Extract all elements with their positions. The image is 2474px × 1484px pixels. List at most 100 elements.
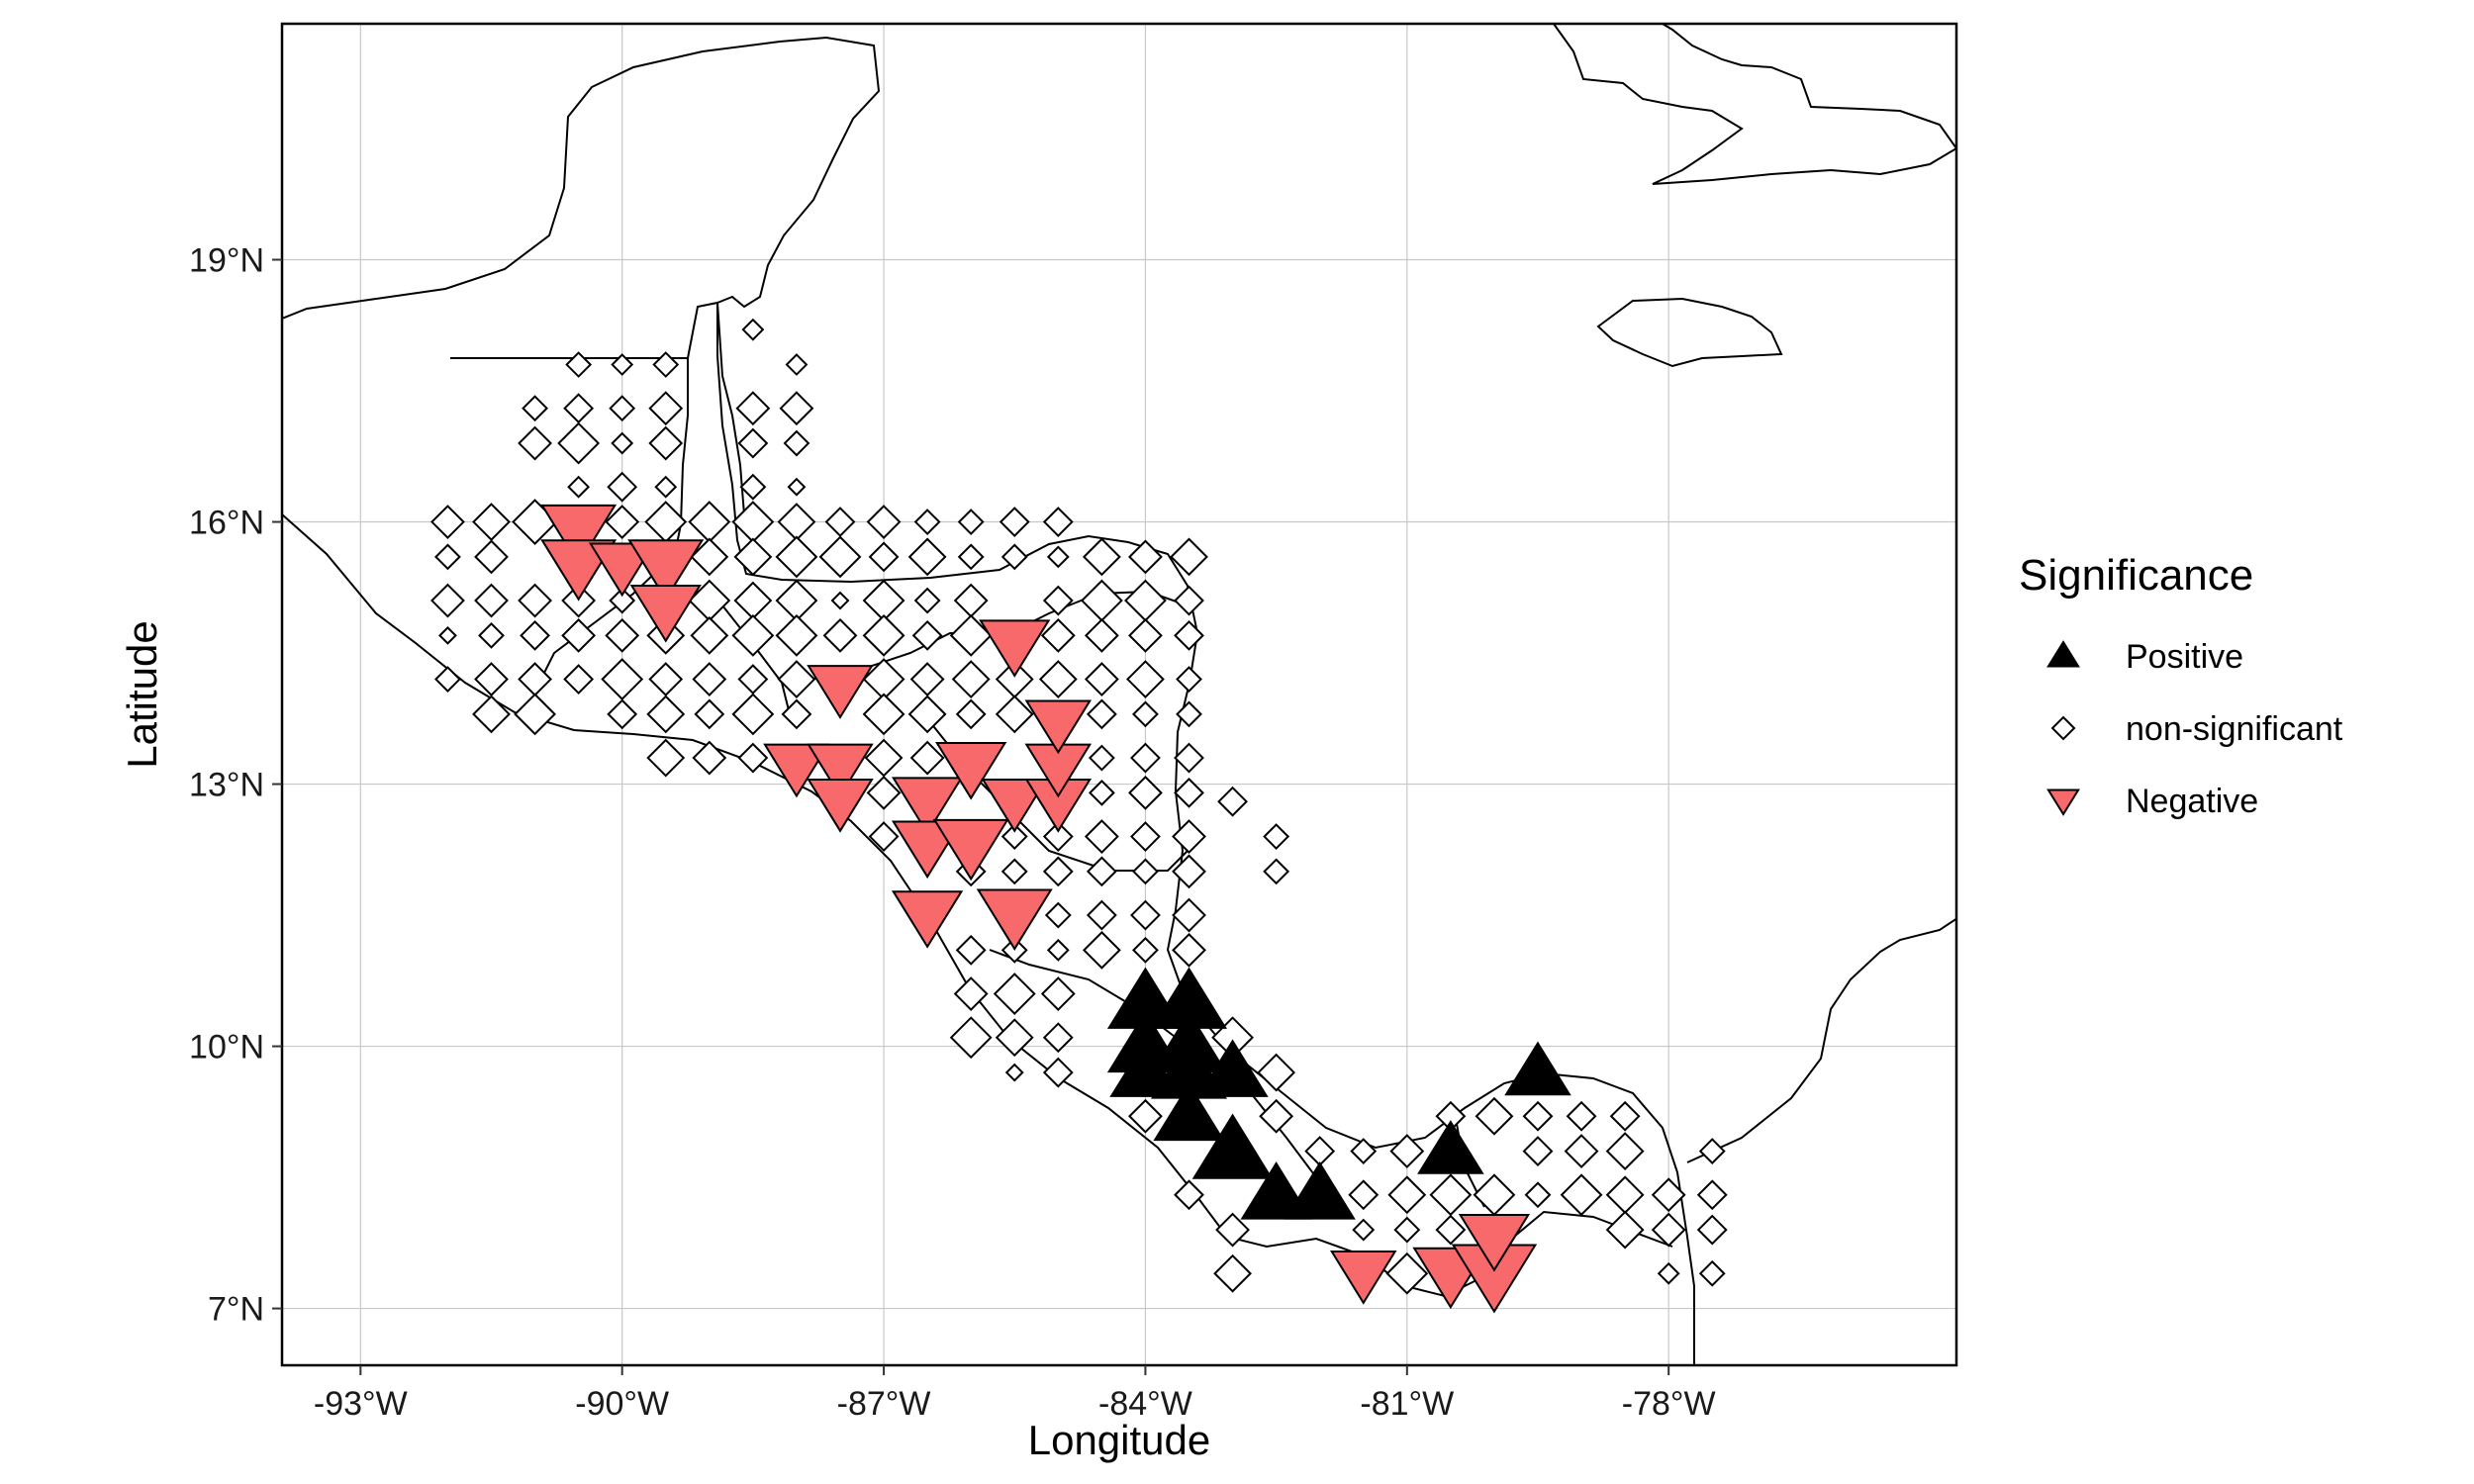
non-significant-marker bbox=[1217, 786, 1248, 817]
y-tick-label: 10°N bbox=[189, 1029, 264, 1067]
non-significant-marker bbox=[1560, 1173, 1603, 1217]
non-significant-marker bbox=[1130, 899, 1161, 931]
positive-marker bbox=[1196, 1039, 1269, 1097]
non-significant-marker bbox=[692, 740, 727, 776]
x-axis-title: Longitude bbox=[1028, 1417, 1211, 1463]
non-significant-marker bbox=[1000, 823, 1028, 850]
positive-marker bbox=[1417, 1120, 1484, 1174]
non-significant-marker bbox=[995, 695, 1034, 734]
non-significant-marker bbox=[654, 475, 678, 499]
non-significant-marker bbox=[1084, 617, 1119, 653]
non-significant-marker bbox=[741, 318, 765, 341]
non-significant-marker bbox=[434, 543, 461, 571]
non-significant-marker bbox=[783, 429, 810, 457]
non-significant-marker bbox=[609, 587, 636, 614]
non-significant-marker bbox=[1088, 779, 1115, 806]
non-significant-marker bbox=[1130, 821, 1161, 852]
non-significant-marker bbox=[1698, 1259, 1726, 1287]
coastline-south-america bbox=[1686, 917, 1956, 1163]
y-axis-title: Latitude bbox=[119, 620, 165, 768]
non-significant-marker bbox=[561, 617, 597, 653]
non-significant-marker bbox=[957, 509, 985, 535]
non-significant-marker bbox=[1524, 1181, 1552, 1209]
non-significant-marker bbox=[692, 662, 727, 696]
non-significant-marker bbox=[785, 353, 809, 376]
non-significant-marker bbox=[911, 619, 943, 651]
negative-marker bbox=[891, 777, 964, 835]
non-significant-marker bbox=[1128, 1098, 1163, 1134]
negative-marker bbox=[763, 743, 830, 798]
non-significant-marker bbox=[1176, 700, 1202, 728]
non-significant-marker bbox=[1389, 1134, 1425, 1168]
non-significant-marker bbox=[1128, 617, 1163, 653]
non-significant-marker bbox=[787, 477, 807, 497]
non-significant-marker bbox=[731, 693, 775, 736]
y-tick-label: 13°N bbox=[189, 767, 264, 804]
non-significant-marker bbox=[1350, 1138, 1378, 1164]
non-significant-marker bbox=[866, 505, 902, 539]
legend-key-diamond bbox=[2050, 715, 2076, 741]
non-significant-marker bbox=[474, 583, 509, 618]
non-significant-marker bbox=[775, 535, 818, 579]
non-significant-marker bbox=[1651, 1212, 1686, 1248]
non-significant-marker bbox=[957, 543, 985, 571]
positive-markers bbox=[1106, 967, 1571, 1220]
non-significant-marker bbox=[605, 505, 640, 539]
non-significant-marker bbox=[913, 587, 941, 614]
non-significant-marker bbox=[520, 619, 550, 651]
non-significant-marker bbox=[1609, 1100, 1641, 1132]
positive-marker bbox=[1153, 1082, 1225, 1142]
non-significant-marker bbox=[514, 693, 556, 736]
non-significant-marker bbox=[1352, 1218, 1376, 1242]
non-significant-marker bbox=[1084, 662, 1119, 696]
non-significant-marker bbox=[775, 613, 818, 657]
non-significant-marker bbox=[609, 395, 636, 422]
non-significant-marker bbox=[1387, 1175, 1427, 1215]
non-significant-marker bbox=[1213, 1253, 1252, 1293]
non-significant-marker bbox=[607, 471, 638, 503]
non-significant-marker bbox=[1128, 539, 1163, 575]
coastline-yucatan-central-america bbox=[282, 36, 1695, 1365]
non-significant-marker bbox=[1263, 823, 1290, 850]
non-significant-marker bbox=[1042, 821, 1074, 852]
non-significant-marker bbox=[1605, 1210, 1645, 1250]
non-significant-marker bbox=[949, 613, 993, 657]
non-significant-marker bbox=[1000, 543, 1028, 571]
negative-marker bbox=[935, 742, 1007, 800]
legend-label: Negative bbox=[2126, 783, 2258, 820]
coastline-cuba bbox=[1553, 24, 1956, 185]
non-significant-marker bbox=[430, 583, 465, 618]
non-significant-marker bbox=[1393, 1216, 1421, 1244]
non-significant-marker bbox=[607, 698, 638, 730]
legend-key-triangle-down bbox=[2046, 788, 2080, 816]
x-tick-label: -84°W bbox=[1098, 1385, 1192, 1423]
non-significant-marker bbox=[1263, 858, 1290, 885]
non-significant-marker bbox=[995, 1018, 1034, 1058]
non-significant-marker bbox=[1170, 537, 1208, 577]
non-significant-marker bbox=[953, 976, 989, 1011]
border-belize bbox=[687, 301, 745, 515]
non-significant-marker bbox=[611, 353, 634, 376]
legend: Significance Positive non-significant Nega… bbox=[2019, 551, 2343, 820]
non-significant-marker bbox=[1172, 932, 1206, 968]
negative-marker bbox=[588, 542, 656, 598]
non-significant-marker bbox=[1174, 619, 1204, 651]
non-significant-marker bbox=[478, 621, 505, 649]
non-significant-marker bbox=[1259, 1098, 1294, 1134]
non-significant-marker bbox=[694, 698, 725, 730]
non-significant-marker bbox=[1084, 819, 1119, 854]
x-tick-label: -78°W bbox=[1622, 1385, 1716, 1423]
negative-marker bbox=[1458, 1214, 1531, 1272]
non-significant-marker bbox=[781, 698, 812, 730]
non-significant-marker bbox=[1132, 858, 1159, 885]
non-significant-marker bbox=[735, 391, 771, 426]
non-significant-marker bbox=[1435, 1214, 1467, 1246]
non-significant-markers bbox=[430, 318, 1728, 1295]
non-significant-marker bbox=[955, 698, 987, 730]
non-significant-marker bbox=[648, 425, 684, 461]
non-significant-marker bbox=[1130, 742, 1161, 774]
y-tick-label: 19°N bbox=[189, 242, 264, 280]
non-significant-marker bbox=[1042, 585, 1074, 616]
non-significant-marker bbox=[611, 431, 634, 455]
non-significant-marker bbox=[1174, 585, 1204, 616]
